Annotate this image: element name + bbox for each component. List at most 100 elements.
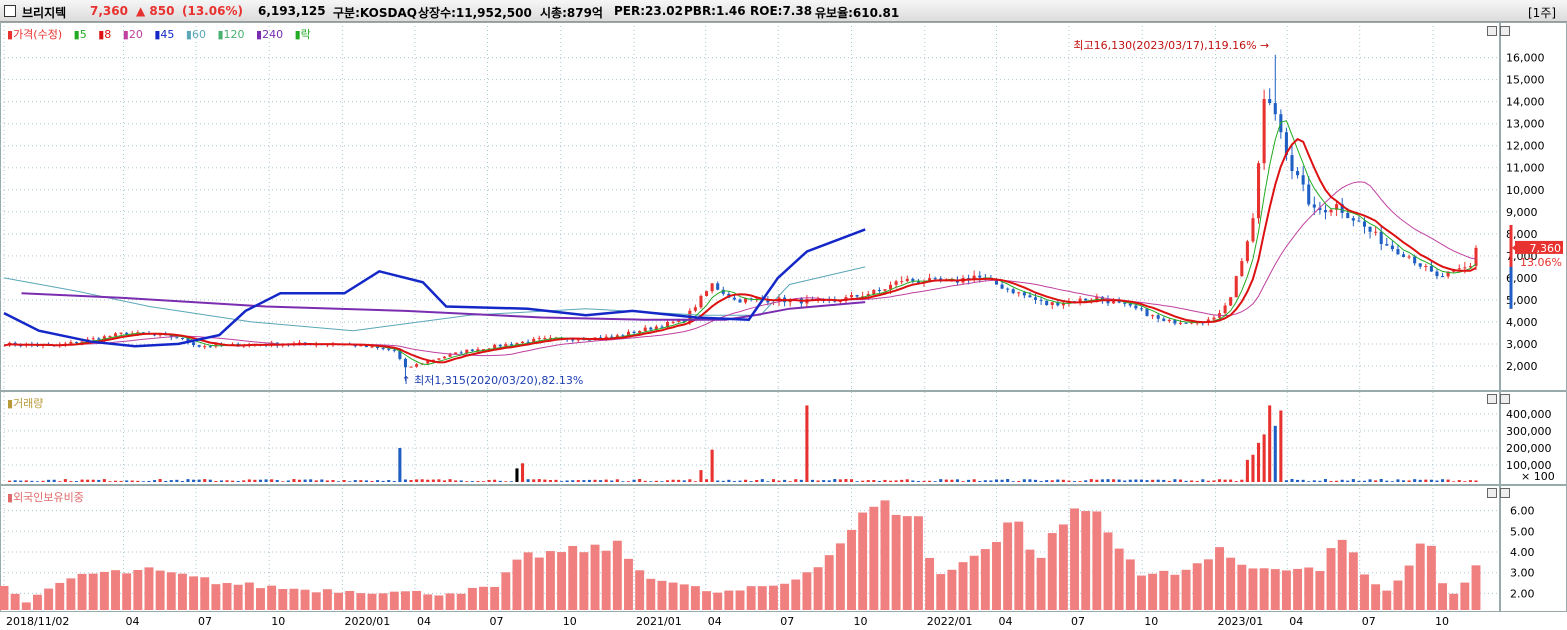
volume-bar	[426, 479, 430, 482]
foreign-bars	[0, 500, 1481, 610]
candle-body	[1457, 268, 1461, 270]
candle-body	[1351, 218, 1355, 221]
volume-bar	[760, 479, 764, 482]
panel-minimize-button[interactable]	[1487, 394, 1497, 404]
foreign-bar	[746, 586, 756, 610]
y-tick-label: 400,000	[1506, 408, 1552, 421]
candle-body	[91, 338, 95, 340]
foreign-bar	[1281, 570, 1291, 610]
checkbox[interactable]	[4, 5, 16, 17]
volume-bar	[961, 481, 965, 482]
volume-bar	[693, 481, 697, 482]
candle-body	[571, 339, 575, 341]
panel-close-button[interactable]	[1500, 26, 1510, 36]
volume-bar	[264, 479, 268, 482]
candle-body	[476, 349, 480, 351]
candle-body	[1139, 308, 1143, 310]
volume-bar	[153, 480, 157, 482]
volume-panel: ▮거래량	[0, 391, 1500, 485]
candle-body	[576, 339, 580, 341]
foreign-bar	[1371, 584, 1381, 610]
volume-bar	[928, 480, 932, 482]
foreign-bar	[211, 584, 221, 610]
candle-body	[197, 345, 201, 347]
volume-bar	[665, 480, 670, 482]
foreign-bar	[1270, 569, 1280, 610]
volume-bar	[944, 479, 948, 482]
ma45-line	[3, 228, 866, 348]
candle-body	[1095, 296, 1099, 300]
candle-body	[1106, 299, 1110, 304]
foreign-bar	[278, 589, 288, 610]
candle-body	[1033, 297, 1038, 300]
foreign-bar	[311, 592, 321, 610]
candle-body	[515, 343, 519, 345]
candle-body	[526, 341, 530, 343]
candle-body	[465, 349, 469, 354]
volume-legend: ▮거래량	[7, 397, 44, 410]
foreign-bar	[1103, 532, 1113, 610]
foreign-bar	[1337, 539, 1347, 610]
panel-close-button[interactable]	[1500, 488, 1510, 498]
candle-body	[721, 289, 725, 294]
last-price-arrow	[1512, 242, 1518, 253]
volume-bar	[297, 479, 302, 482]
candle-body	[1056, 302, 1060, 306]
market-cap: 시총:879억	[540, 6, 603, 20]
panel-close-button[interactable]	[1500, 394, 1510, 404]
candle-body	[1234, 276, 1238, 298]
volume-bar	[1290, 478, 1294, 482]
candle-body	[866, 294, 870, 297]
volume-bar	[1240, 479, 1244, 482]
volume-bar	[236, 480, 240, 482]
candle-body	[1045, 300, 1049, 306]
volume-bar	[309, 479, 313, 482]
foreign-bar	[322, 589, 332, 610]
volume-bar	[1139, 479, 1143, 482]
candle-body	[1307, 184, 1311, 205]
foreign-bar	[144, 567, 154, 610]
legend-ma8: 8	[104, 28, 112, 41]
candle-body	[660, 326, 664, 328]
foreign-bar	[1125, 559, 1135, 610]
candle-body	[1117, 301, 1121, 303]
legend-price: 가격(수정)	[13, 28, 63, 41]
last-pct-label: 13.06%	[1520, 256, 1562, 269]
period-selector[interactable]: [1주]	[1528, 6, 1557, 20]
candle-body	[437, 358, 441, 360]
volume-bar	[983, 480, 987, 482]
volume-bar	[331, 480, 335, 482]
volume-bar	[1446, 479, 1450, 482]
candle-body	[454, 352, 458, 355]
y-tick-label: 12,000	[1506, 140, 1545, 153]
panel-minimize-button[interactable]	[1487, 26, 1497, 36]
last-price-label: 7,360	[1530, 242, 1562, 255]
volume-bar	[108, 481, 112, 482]
ma5-line	[3, 120, 1477, 366]
volume-bar	[342, 479, 346, 482]
x-tick-label: 07	[489, 615, 503, 628]
panel-minimize-button[interactable]	[1487, 488, 1497, 498]
y-tick-label: 10,000	[1506, 184, 1545, 197]
volume-bar	[1201, 479, 1205, 482]
volume-bar	[337, 481, 341, 482]
volume-bar	[409, 479, 413, 482]
candle-body	[1390, 245, 1394, 250]
candle-body	[493, 344, 497, 349]
y-tick-label: 200,000	[1506, 442, 1552, 455]
foreign-bar	[724, 590, 734, 610]
volume-bar	[203, 479, 207, 482]
volume-bar	[1123, 480, 1127, 482]
volume-bar	[1441, 479, 1445, 482]
candle-body	[766, 299, 770, 303]
foreign-bar	[55, 582, 65, 610]
candle-body	[1212, 317, 1216, 320]
foreign-bar	[947, 569, 957, 610]
volume-bar	[1340, 479, 1344, 482]
volume-bar	[1167, 480, 1171, 482]
foreign-bar	[77, 573, 87, 610]
candle-body	[1223, 305, 1227, 314]
volume-bar	[1190, 480, 1194, 482]
x-tick-label: 04	[417, 615, 431, 628]
candle-body	[1206, 319, 1210, 323]
